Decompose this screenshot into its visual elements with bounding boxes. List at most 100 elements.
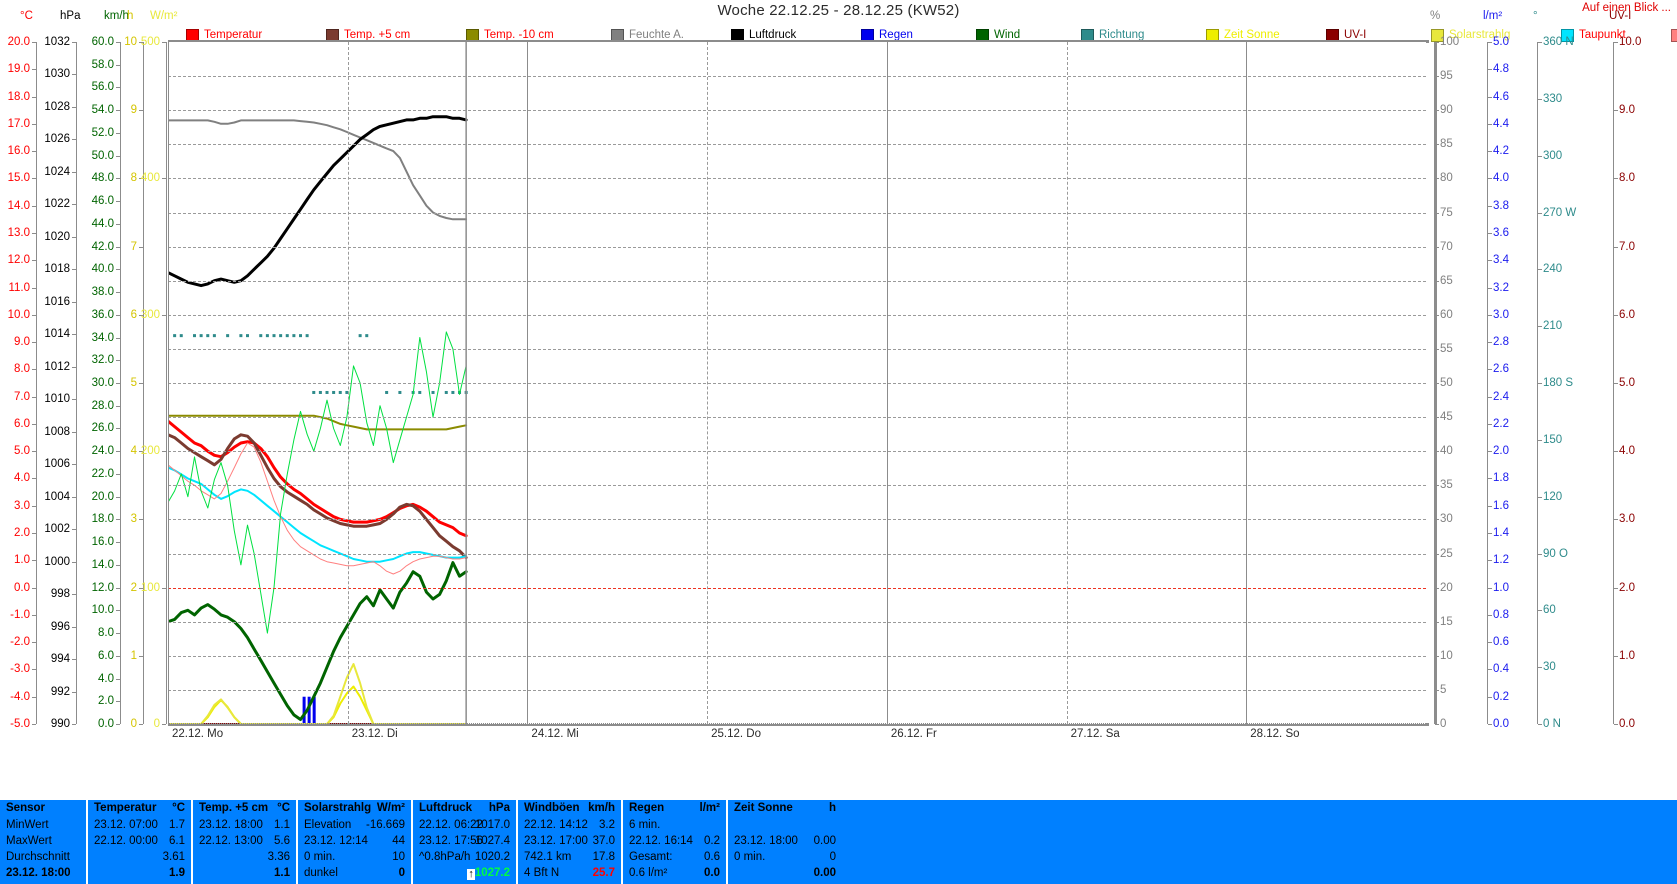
axis-tick-mark: [116, 360, 120, 362]
axis-tick-wind: 12.0: [91, 581, 114, 594]
axis-tick-mark: [1435, 42, 1439, 43]
table-cell-label: Durchschnitt: [6, 851, 70, 863]
axis-tick-mark: [139, 724, 143, 725]
axis-tick-mark: [139, 519, 143, 521]
axis-tick-wind: 58.0: [91, 58, 114, 71]
axis-tick-pressure: 992: [50, 685, 70, 698]
axis-tick-mark: [1488, 151, 1492, 153]
axis-tick-wind: 50.0: [91, 149, 114, 162]
axis-tick-mark: [1435, 485, 1439, 487]
axis-tick-humidity: 80: [1440, 172, 1453, 185]
axis-tick-mark: [72, 171, 76, 173]
axis-tick-wind: 38.0: [91, 286, 114, 299]
legend-item-wind[interactable]: Wind: [976, 28, 1020, 42]
legend-item-uv-i[interactable]: UV-I: [1326, 28, 1366, 42]
axis-tick-wind: 40.0: [91, 263, 114, 276]
axis-tick-rain: 2.2: [1493, 417, 1509, 430]
table-cell-value: 1.1: [274, 867, 290, 879]
axis-tick-temperature: 20.0: [7, 36, 30, 48]
axis-tick-mark: [1614, 246, 1618, 248]
axis-tick-mark: [1614, 519, 1618, 521]
axis-tick-temperature: 17.0: [7, 117, 30, 130]
axis-tick-pressure: 1012: [44, 360, 70, 373]
axis-tick-temperature: 15.0: [7, 172, 30, 185]
axis-tick-rain: 1.0: [1493, 581, 1509, 594]
table-cell-label: 23.12. 17:00: [524, 835, 588, 847]
axis-tick-mark: [116, 724, 120, 725]
wind-direction-point: [318, 390, 322, 394]
wind-direction-point: [285, 334, 289, 338]
axis-rail-temperature: [36, 42, 37, 724]
legend-item-windchill[interactable]: Windchill: [1671, 28, 1677, 42]
axis-tick-mark: [1488, 614, 1492, 616]
axis-tick-mark: [32, 96, 36, 98]
table-cell-value: 1.7: [169, 819, 185, 831]
legend-label: Temp. -10 cm: [484, 29, 554, 41]
table-cell-value: 0: [829, 851, 836, 863]
legend-label: Taupunkt: [1579, 29, 1626, 41]
table-header-label: Luftdruck: [419, 802, 473, 814]
wind-direction-point: [259, 334, 263, 338]
x-axis-tick-label: 23.12. Di: [351, 728, 398, 740]
axis-unit-rain: l/m²: [1483, 10, 1503, 22]
axis-tick-mark: [162, 178, 166, 180]
vertical-gridline: [1246, 42, 1248, 724]
axis-tick-uv-index: 6.0: [1619, 308, 1635, 321]
axis-tick-temperature: 2.0: [14, 527, 30, 540]
table-row: 23.12. 17:56 1027.4: [413, 835, 516, 851]
axis-tick-wind-direction: 330: [1543, 92, 1563, 105]
table-cell-label: 22.12. 13:00: [199, 835, 263, 847]
wind-direction-point: [193, 334, 197, 338]
axis-tick-mark: [116, 496, 120, 498]
baseline-gridline: [168, 723, 1426, 724]
axis-tick-pressure: 1020: [44, 230, 70, 243]
rain-bar: [302, 696, 306, 724]
legend-item-solarstrahlg[interactable]: Solarstrahlg: [1431, 28, 1510, 42]
axis-tick-mark: [1488, 287, 1492, 289]
wind-direction-point: [444, 390, 448, 394]
axis-tick-mark: [116, 610, 120, 612]
axis-unit-solar-radiation: W/m²: [150, 10, 178, 22]
axis-tick-mark: [32, 123, 36, 125]
axis-tick-mark: [116, 564, 120, 566]
axis-tick-mark: [32, 151, 36, 153]
axis-tick-uv-index: 7.0: [1619, 240, 1635, 253]
plot-area[interactable]: [168, 42, 1426, 724]
table-cell-label: 22.12. 06:22: [419, 819, 483, 831]
legend-item-richtung[interactable]: Richtung: [1081, 28, 1144, 42]
axis-tick-uv-index: 2.0: [1619, 581, 1635, 594]
axis-tick-pressure: 990: [50, 718, 70, 730]
table-cell-label: 23.12. 12:14: [304, 835, 368, 847]
table-cell-value: 1020.2: [474, 851, 510, 863]
table-row: 0 min. 0: [728, 851, 842, 867]
axis-tick-temperature: 4.0: [14, 472, 30, 485]
table-header-label: Temp. +5 cm: [199, 802, 269, 814]
at-a-glance-link[interactable]: Auf einen Blick ...: [1582, 2, 1671, 14]
axis-tick-mark: [1488, 96, 1492, 98]
legend-item-zeit-sonne[interactable]: Zeit Sonne: [1206, 28, 1280, 42]
legend-item-temperatur[interactable]: Temperatur: [186, 28, 262, 42]
table-header-unit: km/h: [588, 802, 615, 814]
axis-tick-temperature: 13.0: [7, 226, 30, 239]
table-cell-label: 22.12. 00:00: [94, 835, 158, 847]
axis-tick-mark: [139, 42, 143, 43]
axis-tick-rain: 2.8: [1493, 336, 1509, 349]
wind-direction-point: [279, 334, 283, 338]
axis-tick-wind-direction: 270 W: [1543, 206, 1577, 219]
axis-tick-mark: [1488, 560, 1492, 562]
legend-label: Richtung: [1099, 29, 1145, 41]
legend-label: Temp. +5 cm: [344, 29, 411, 41]
axis-tick-wind: 46.0: [91, 195, 114, 208]
legend-item-regen[interactable]: Regen: [861, 28, 913, 42]
table-row: 0.00: [728, 867, 842, 883]
axis-tick-mark: [1435, 587, 1439, 589]
axis-tick-wind: 28.0: [91, 399, 114, 412]
axis-tick-humidity: 50: [1440, 377, 1453, 389]
axis-tick-mark: [1435, 417, 1439, 419]
table-header-unit: hPa: [488, 802, 510, 814]
axis-tick-mark: [1488, 205, 1492, 207]
axis-tick-mark: [1435, 553, 1439, 555]
wind-direction-point: [305, 334, 309, 338]
legend-item-taupunkt[interactable]: Taupunkt: [1561, 28, 1626, 42]
table-row: dunkel 0: [298, 867, 411, 883]
